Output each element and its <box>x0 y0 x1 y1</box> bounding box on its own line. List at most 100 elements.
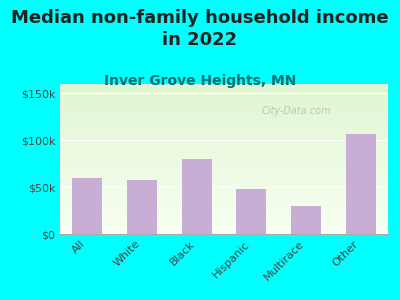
Bar <box>60 144 388 145</box>
Bar <box>60 202 388 203</box>
Bar <box>60 94 388 95</box>
Bar <box>60 95 388 96</box>
Bar <box>60 112 388 113</box>
Bar <box>60 182 388 183</box>
Bar <box>60 149 388 150</box>
Bar <box>60 194 388 195</box>
Bar <box>60 92 388 93</box>
Bar <box>60 220 388 221</box>
Bar <box>60 85 388 86</box>
Bar <box>60 148 388 149</box>
Bar <box>60 162 388 163</box>
Bar <box>60 203 388 204</box>
Bar <box>60 176 388 177</box>
Bar <box>60 114 388 115</box>
Bar <box>60 125 388 126</box>
Bar <box>291 206 321 234</box>
Bar <box>60 145 388 146</box>
Bar <box>60 93 388 94</box>
Bar <box>60 102 388 103</box>
Bar <box>60 110 388 111</box>
Bar <box>60 103 388 104</box>
Bar <box>60 186 388 187</box>
Bar <box>60 129 388 130</box>
Bar <box>60 209 388 210</box>
Bar <box>60 157 388 158</box>
Bar <box>60 138 388 139</box>
Bar <box>60 121 388 122</box>
Bar <box>60 165 388 166</box>
Bar <box>60 205 388 206</box>
Bar <box>60 101 388 102</box>
Bar <box>60 141 388 142</box>
Bar <box>60 225 388 226</box>
Bar <box>72 178 102 234</box>
Bar <box>60 218 388 219</box>
Bar <box>60 100 388 101</box>
Bar <box>60 207 388 208</box>
Bar <box>60 193 388 194</box>
Text: Inver Grove Heights, MN: Inver Grove Heights, MN <box>104 74 296 88</box>
Bar <box>60 136 388 137</box>
Bar <box>60 228 388 229</box>
Bar <box>236 189 266 234</box>
Bar <box>60 89 388 90</box>
Bar <box>60 204 388 205</box>
Bar <box>60 200 388 201</box>
Bar <box>60 190 388 191</box>
Bar <box>60 189 388 190</box>
Bar <box>60 120 388 121</box>
Bar <box>60 128 388 129</box>
Bar <box>60 168 388 169</box>
Bar <box>60 153 388 154</box>
Bar <box>60 211 388 212</box>
Bar <box>60 137 388 138</box>
Bar <box>60 158 388 159</box>
Bar <box>182 159 212 234</box>
Bar <box>60 188 388 189</box>
Bar <box>60 88 388 89</box>
Bar <box>60 197 388 198</box>
Bar <box>60 156 388 157</box>
Bar <box>60 164 388 165</box>
Bar <box>60 124 388 125</box>
Bar <box>60 142 388 143</box>
Bar <box>60 169 388 170</box>
Bar <box>60 215 388 216</box>
Bar <box>60 96 388 97</box>
Bar <box>60 127 388 128</box>
Bar <box>60 152 388 153</box>
Bar <box>60 133 388 134</box>
Bar <box>127 180 157 234</box>
Bar <box>60 123 388 124</box>
Bar <box>60 150 388 151</box>
Bar <box>60 91 388 92</box>
Bar <box>60 192 388 193</box>
Bar <box>60 229 388 230</box>
Bar <box>60 224 388 225</box>
Bar <box>60 84 388 85</box>
Bar <box>60 180 388 181</box>
Bar <box>60 219 388 220</box>
Bar <box>60 231 388 232</box>
Bar <box>60 195 388 196</box>
Bar <box>60 166 388 167</box>
Bar <box>60 172 388 173</box>
Bar <box>60 179 388 180</box>
Bar <box>60 206 388 207</box>
Bar <box>60 169 388 170</box>
Bar <box>60 105 388 106</box>
Bar <box>60 183 388 184</box>
Bar <box>60 175 388 176</box>
Bar <box>60 214 388 215</box>
Bar <box>60 223 388 224</box>
Bar <box>60 196 388 197</box>
Bar <box>60 100 388 101</box>
Bar <box>60 226 388 227</box>
Bar <box>60 90 388 91</box>
Text: City-Data.com: City-Data.com <box>261 106 331 116</box>
Bar <box>60 178 388 179</box>
Bar <box>60 163 388 164</box>
Bar <box>60 227 388 228</box>
Bar <box>60 208 388 209</box>
